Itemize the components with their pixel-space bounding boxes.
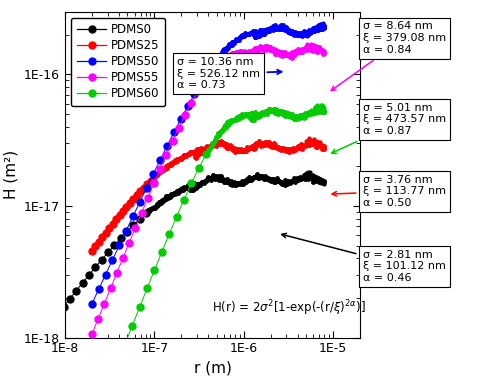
Y-axis label: H (m²): H (m²) (4, 150, 18, 199)
X-axis label: r (m): r (m) (194, 361, 232, 376)
Text: σ = 8.64 nm
ξ = 379.08 nm
α = 0.84: σ = 8.64 nm ξ = 379.08 nm α = 0.84 (331, 21, 446, 90)
Text: σ = 3.76 nm
ξ = 113.77 nm
α = 0.50: σ = 3.76 nm ξ = 113.77 nm α = 0.50 (332, 175, 446, 208)
Text: σ = 5.01 nm
ξ = 473.57 nm
α = 0.87: σ = 5.01 nm ξ = 473.57 nm α = 0.87 (332, 103, 446, 153)
Legend: PDMS0, PDMS25, PDMS50, PDMS55, PDMS60: PDMS0, PDMS25, PDMS50, PDMS55, PDMS60 (71, 17, 166, 106)
Text: σ = 10.36 nm
ξ = 526.12 nm
α = 0.73: σ = 10.36 nm ξ = 526.12 nm α = 0.73 (177, 57, 282, 90)
Text: H(r) = 2$\sigma^2$[1-exp(-(r/$\xi$)$^{2\alpha}$)]: H(r) = 2$\sigma^2$[1-exp(-(r/$\xi$)$^{2\… (212, 298, 366, 318)
Text: σ = 2.81 nm
ξ = 101.12 nm
α = 0.46: σ = 2.81 nm ξ = 101.12 nm α = 0.46 (282, 233, 446, 283)
